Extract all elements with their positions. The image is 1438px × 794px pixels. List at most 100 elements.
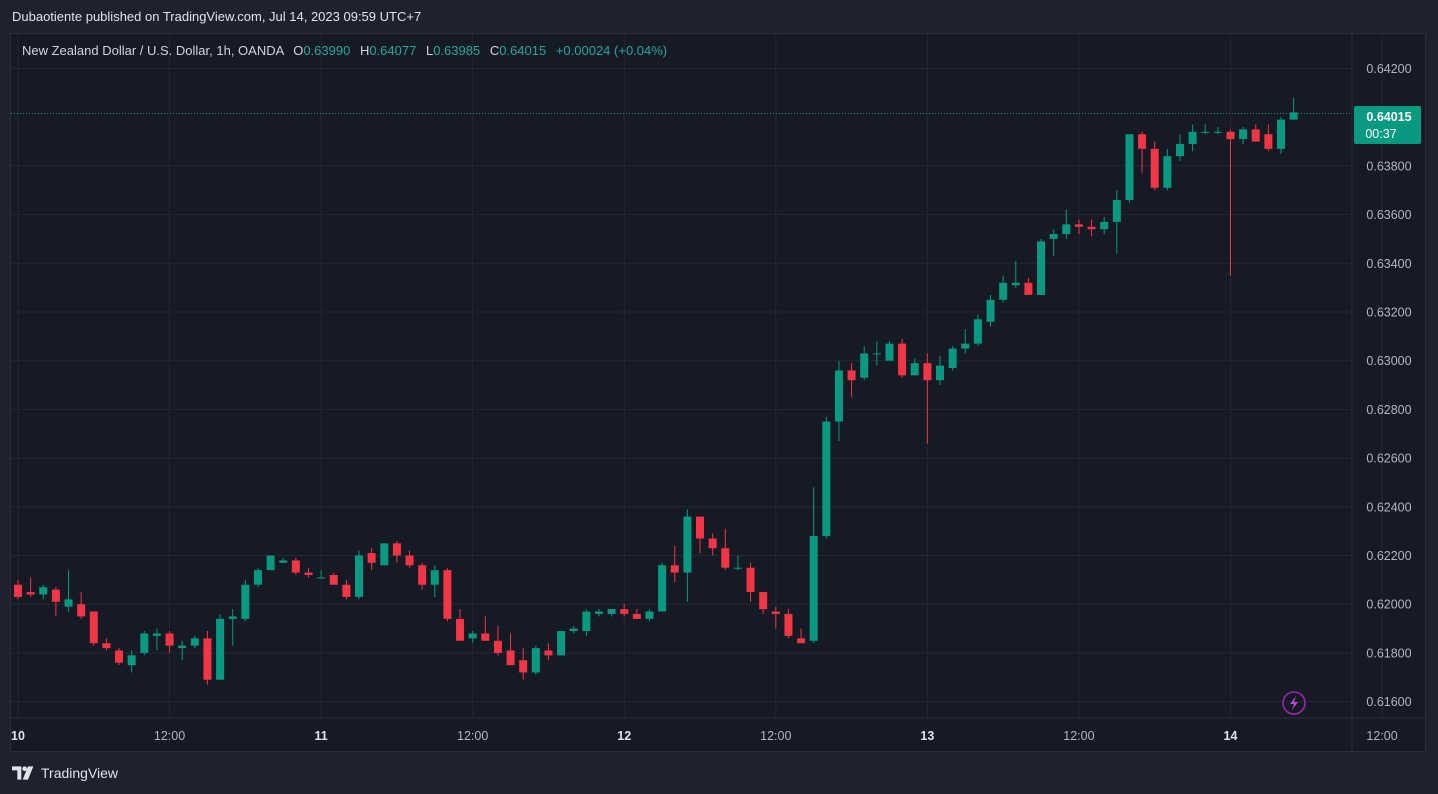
candle-body <box>733 567 742 569</box>
candle-body <box>708 538 717 549</box>
price-tag-countdown: 00:37 <box>1365 127 1396 141</box>
candle <box>1074 219 1083 235</box>
candle <box>1163 148 1172 191</box>
candle-body <box>784 613 793 636</box>
candle-body <box>1037 241 1046 295</box>
candle-body <box>658 565 667 612</box>
candle <box>759 592 768 614</box>
candle-body <box>1226 131 1235 140</box>
candle-body <box>1201 131 1210 133</box>
candle-body <box>51 589 60 602</box>
low-label: L <box>425 43 434 58</box>
open-value: 0.63990 <box>303 43 351 58</box>
footer-brand-label: TradingView <box>41 765 119 781</box>
price-tick-label: 0.63200 <box>1366 306 1411 320</box>
candle <box>519 648 528 680</box>
price-tick-label: 0.63400 <box>1366 257 1411 271</box>
candle <box>1289 97 1298 120</box>
candle-body <box>948 348 957 369</box>
candle-body <box>241 584 250 619</box>
candle <box>1112 190 1121 254</box>
footer-brand[interactable]: TradingView <box>12 765 118 781</box>
candle-body <box>898 343 907 376</box>
candle <box>228 609 237 646</box>
candle-body <box>759 592 768 610</box>
candle <box>658 562 667 612</box>
price-tick-label: 0.61600 <box>1366 695 1411 709</box>
candle <box>923 353 932 444</box>
candle <box>961 329 970 354</box>
candle-body <box>456 618 465 641</box>
candle-body <box>152 633 161 636</box>
candle <box>1138 131 1147 174</box>
candle <box>1201 124 1210 135</box>
candle <box>26 577 35 597</box>
candle <box>847 363 856 398</box>
lightning-icon[interactable] <box>1282 691 1306 715</box>
candle <box>1277 117 1285 154</box>
candle-body <box>1011 282 1020 286</box>
candle-body <box>329 575 338 585</box>
candle <box>1213 126 1222 135</box>
candle <box>190 635 199 649</box>
candle-body <box>127 655 136 666</box>
candle-body <box>961 343 970 349</box>
candle <box>1175 134 1184 162</box>
candle <box>834 360 843 442</box>
candle-body <box>923 363 932 381</box>
candle-body <box>519 660 528 673</box>
price-tick-label: 0.62200 <box>1366 549 1411 563</box>
time-tick-label: 10 <box>11 729 25 743</box>
change-value: +0.00024 (+0.04%) <box>555 43 668 58</box>
price-tick-label: 0.62600 <box>1366 452 1411 466</box>
candle <box>1150 141 1159 191</box>
price-tag-price: 0.64015 <box>1366 110 1411 124</box>
chart-frame[interactable] <box>10 33 1426 752</box>
candle <box>948 346 957 371</box>
candle <box>14 579 22 600</box>
tradingview-logo-icon <box>12 766 36 780</box>
candle-body <box>367 553 376 563</box>
time-tick-label: 12:00 <box>1063 729 1094 743</box>
candle-body <box>632 613 641 619</box>
candle <box>1226 129 1235 276</box>
price-tag: 0.64015 00:37 <box>1354 106 1421 144</box>
close-label: C <box>489 43 500 58</box>
candle <box>418 562 427 590</box>
candle <box>89 611 98 646</box>
candle-body <box>1163 156 1172 188</box>
price-tick-label: 0.64200 <box>1366 62 1411 76</box>
price-tick-label: 0.63800 <box>1366 159 1411 173</box>
candle-body <box>493 640 502 653</box>
candle <box>1264 124 1273 152</box>
candle <box>1037 238 1046 295</box>
candle-body <box>973 319 982 344</box>
candle-body <box>670 565 679 573</box>
symbol-title: New Zealand Dollar / U.S. Dollar, 1h, OA… <box>22 43 284 58</box>
candle-body <box>14 584 22 597</box>
candle <box>430 565 439 597</box>
candle-body <box>317 577 326 579</box>
candlestick-series <box>14 97 1298 685</box>
candle-body <box>102 643 111 649</box>
candle <box>582 609 591 636</box>
candle-body <box>89 611 98 644</box>
candle <box>1100 217 1109 235</box>
candle-body <box>1100 221 1109 230</box>
low-value: 0.63985 <box>433 43 481 58</box>
candle-body <box>1251 129 1260 142</box>
candle <box>607 609 616 617</box>
candle <box>569 626 578 634</box>
candle <box>367 548 376 571</box>
candle-body <box>582 611 591 632</box>
candle-body <box>569 628 578 632</box>
candle-body <box>935 365 944 381</box>
candle <box>392 540 401 563</box>
candle <box>241 579 250 622</box>
price-tick-label: 0.62000 <box>1366 598 1411 612</box>
candle <box>456 609 465 641</box>
candle <box>632 609 641 619</box>
price-tick-label: 0.61800 <box>1366 646 1411 660</box>
candle <box>152 628 161 651</box>
